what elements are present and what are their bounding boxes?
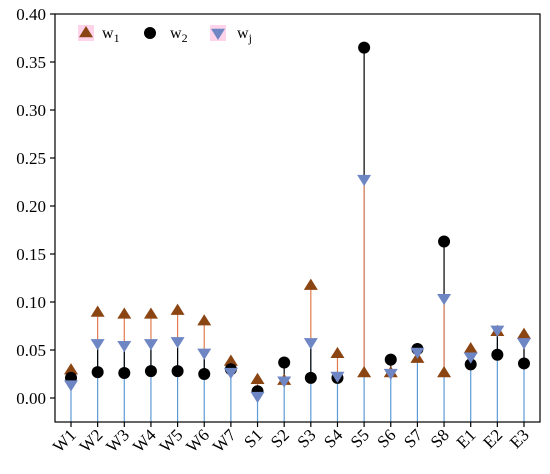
point-w2-S8	[438, 235, 451, 248]
point-w2-W6	[198, 368, 211, 380]
x-tick-label: S4	[320, 425, 346, 451]
point-w1-E1	[463, 342, 478, 354]
legend-item-w1: w1	[78, 25, 120, 45]
point-wj-S6	[383, 368, 398, 381]
point-w1-S4	[330, 346, 345, 359]
x-tick-label: E2	[479, 425, 506, 452]
point-wj-E3	[517, 338, 531, 350]
point-wj-W2	[90, 339, 105, 351]
point-w1-S1	[250, 372, 265, 384]
point-wj-W6	[197, 348, 212, 360]
point-wj-S7	[410, 347, 425, 359]
x-tick-label: W2	[76, 425, 107, 456]
point-wj-W1	[64, 380, 78, 392]
point-w2-W4	[144, 365, 157, 378]
point-w1-S8	[437, 366, 452, 378]
x-tick-label: S3	[294, 425, 320, 451]
point-w1-W3	[117, 307, 132, 319]
point-wj-W7	[223, 367, 238, 380]
x-tick-label: S1	[240, 425, 266, 451]
legend: w1 w2 wj	[78, 25, 252, 45]
x-tick-label: E1	[453, 425, 480, 452]
point-wj-W3	[117, 341, 132, 353]
point-w2-S2	[278, 356, 291, 369]
point-wj-W5	[170, 337, 185, 349]
point-wj-S1	[250, 391, 265, 404]
point-w1-E3	[517, 327, 531, 339]
x-tick-label: W5	[156, 425, 187, 456]
point-wj-S4	[330, 371, 345, 383]
point-w2-E1	[464, 358, 477, 371]
legend-label-wj: wj	[237, 25, 252, 45]
y-tick-label: 0.25	[16, 149, 46, 168]
point-w2-W3	[118, 367, 131, 380]
y-tick-label: 0.10	[16, 293, 46, 312]
stem-lines	[70, 47, 525, 422]
y-tick-label: 0.20	[16, 197, 46, 216]
legend-item-w2: w2	[144, 25, 188, 45]
point-w1-W7	[223, 354, 238, 366]
plot-frame	[54, 13, 541, 423]
x-tick-label: W4	[129, 425, 160, 456]
point-w1-W2	[90, 305, 105, 317]
x-tick-label: S6	[373, 425, 399, 451]
y-tick-label: 0.00	[16, 389, 46, 408]
point-w1-W1	[64, 363, 78, 375]
legend-marker-w1	[79, 26, 93, 38]
y-tick-label: 0.30	[16, 101, 46, 120]
data-markers	[64, 41, 531, 404]
point-w2-S5	[358, 41, 371, 54]
y-tick-label: 0.35	[16, 53, 46, 72]
legend-marker-wj	[211, 28, 225, 40]
point-wj-S8	[437, 293, 452, 306]
y-tick-label: 0.15	[16, 245, 46, 264]
y-axis: 0.00 0.05 0.10 0.15 0.20 0.25 0.30 0.35 0.40	[16, 5, 55, 408]
x-tick-label: W3	[102, 425, 133, 456]
point-w2-S6	[384, 353, 397, 366]
point-wj-S2	[277, 376, 292, 388]
point-w2-S3	[304, 371, 317, 384]
point-wj-S3	[303, 338, 318, 350]
legend-item-wj: wj	[210, 25, 252, 45]
point-w1-W4	[143, 307, 158, 319]
point-wj-S5	[357, 174, 372, 187]
x-tick-label: E3	[506, 425, 533, 452]
point-w2-W5	[171, 365, 184, 378]
x-tick-label: W7	[209, 425, 240, 456]
point-wj-W4	[143, 339, 158, 351]
legend-label-w2: w2	[170, 25, 188, 45]
point-w2-E2	[491, 348, 504, 361]
x-tick-label: S5	[347, 425, 373, 451]
y-tick-label: 0.05	[16, 341, 46, 360]
y-tick-label: 0.40	[16, 5, 46, 24]
point-w1-W5	[170, 303, 185, 315]
x-tick-label: S8	[427, 425, 453, 451]
legend-label-w1: w1	[102, 25, 120, 45]
point-w1-S5	[357, 366, 372, 378]
x-tick-label: S7	[400, 425, 426, 451]
point-wj-E1	[463, 352, 478, 364]
legend-marker-w2	[144, 27, 156, 39]
point-wj-E2	[490, 325, 505, 337]
point-w1-S3	[303, 278, 318, 290]
x-tick-label: S2	[267, 425, 293, 451]
point-w1-W6	[197, 314, 212, 326]
x-tick-label: W1	[49, 425, 80, 456]
point-w2-E3	[518, 357, 530, 370]
point-w2-W2	[91, 366, 104, 379]
x-tick-label: W6	[182, 425, 213, 456]
